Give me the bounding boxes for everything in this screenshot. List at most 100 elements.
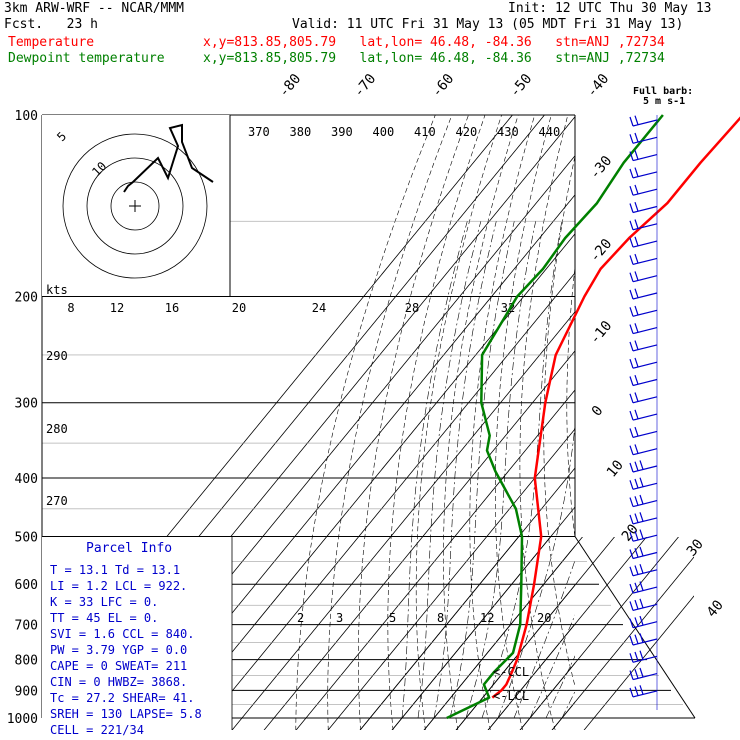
dry-adiabat: [730, 115, 740, 731]
dry-adiabat: [495, 115, 552, 730]
wind-barb: [629, 477, 658, 490]
theta-label-410: 410: [414, 125, 436, 139]
parcel-info-row: K = 33 LFC = 0.: [50, 595, 158, 609]
moist-adiabat: [433, 221, 497, 719]
isotherm: [551, 701, 575, 730]
isotherm: [167, 233, 575, 730]
dry-adiabat: [543, 154, 575, 688]
moist-adiabat: [545, 655, 575, 719]
isotherm: [263, 350, 575, 730]
wind-barb: [629, 167, 658, 179]
theta-label-380: 380: [290, 125, 312, 139]
theta-label-390: 390: [331, 125, 353, 139]
isotherm-label--80: -80: [276, 71, 305, 101]
isotherm-label-30: 30: [684, 536, 707, 559]
dry-adiabat: [443, 115, 519, 730]
parcel-info-row: CAPE = 0 SWEAT= 211: [50, 659, 187, 673]
mixing-ratio-label-3: 3: [336, 611, 343, 625]
barb-legend-units: 5 m s-1: [643, 96, 685, 107]
barb-legend-title: Full barb:: [633, 86, 693, 97]
dry-adiabat: [692, 115, 740, 731]
pressure-label-800: 800: [15, 654, 38, 669]
parcel-info-row: T = 13.1 Td = 13.1: [50, 563, 180, 577]
pressure-label-900: 900: [15, 684, 38, 699]
hodograph-units: kts: [46, 283, 68, 297]
parcel-info-title: Parcel Info: [86, 541, 172, 556]
wind-barb: [629, 598, 658, 611]
wind-barb: [629, 581, 658, 594]
isotherm: [231, 311, 575, 730]
wind-barb: [629, 253, 658, 265]
wind-barb: [629, 546, 658, 560]
wind-barbs: [629, 115, 658, 710]
model-title: 3km ARW-WRF -- NCAR/MMM: [4, 1, 185, 16]
isotherm-label-10: 10: [604, 457, 627, 480]
pressure-label-400: 400: [15, 472, 38, 487]
wind-barb: [629, 685, 658, 698]
isotherm-extension: [423, 537, 583, 730]
dry-adiabat: [358, 115, 469, 730]
wind-barb: [629, 615, 658, 629]
dry-adiabat: [415, 115, 502, 730]
wind-barb: [629, 357, 658, 369]
pressure-label-200: 200: [15, 291, 38, 306]
wind-barb: [629, 132, 658, 144]
temperature-profile: [491, 116, 740, 699]
parcel-info-row: Tc = 27.2 SHEAR= 41.: [50, 691, 195, 705]
wind-barb: [629, 392, 658, 404]
parcel-panel-background: [42, 537, 232, 730]
wind-barb: [629, 409, 658, 421]
hodograph-trace: [123, 123, 214, 193]
parcel-info-row: TT = 45 EL = 0.: [50, 611, 158, 625]
isotherm-extension: [487, 537, 647, 730]
mixing-ratio-label-12: 12: [480, 611, 494, 625]
hodograph-x-label-24: 24: [312, 301, 326, 315]
isotherm-label-0: 0: [589, 403, 607, 420]
parcel-info-panel: Parcel Info T = 13.1 Td = 13.1 LI = 1.2 LC…: [42, 537, 233, 737]
mixing-ratio-label-20: 20: [537, 611, 551, 625]
theta-label-440: 440: [539, 125, 561, 139]
isotherm-label--50: -50: [507, 71, 536, 101]
pressure-label-500: 500: [15, 530, 38, 545]
parcel-info-row: SREH = 130 LAPSE= 5.8: [50, 707, 202, 721]
hodograph-ring: [62, 133, 208, 279]
isotherm-label-40: 40: [704, 597, 727, 620]
isotherm: [391, 506, 575, 730]
isotherm: [327, 428, 575, 730]
wind-barb: [629, 271, 658, 283]
wind-barb: [629, 512, 658, 525]
isotherm: [487, 623, 575, 730]
wind-barb: [629, 564, 658, 577]
lcl-annotation: <-LCL: [493, 689, 529, 703]
hodograph-x-label-20: 20: [232, 301, 246, 315]
moist-adiabat: [465, 221, 536, 719]
theta-label-370: 370: [248, 125, 270, 139]
wind-barb: [629, 288, 658, 300]
wind-barb: [629, 219, 658, 231]
theta-label-430: 430: [497, 125, 519, 139]
dewpoint-profile: [446, 114, 664, 720]
moist-adiabat: [449, 221, 515, 719]
wind-barb: [629, 150, 658, 162]
wind-barb: [629, 426, 658, 438]
moist-adiabat: [561, 690, 575, 719]
isotherm-extension: [519, 537, 679, 730]
dry-adiabat: [327, 115, 453, 730]
temperature-location: x,y=813.85,805.79 lat,lon= 46.48, -84.36…: [203, 35, 665, 50]
adiabat-label-280: 280: [46, 422, 68, 436]
wind-barb: [629, 184, 658, 196]
temperature-legend: Temperature: [8, 35, 95, 50]
wind-barb: [629, 650, 658, 663]
dry-adiabat: [589, 115, 652, 731]
parcel-info-row: SVI = 1.6 CCL = 840.: [50, 627, 195, 641]
isotherm: [295, 389, 575, 730]
dry-adiabat: [653, 115, 740, 731]
isotherm-label--70: -70: [351, 71, 380, 101]
moist-adiabat: [497, 422, 575, 719]
hodograph-x-label-12: 12: [110, 301, 124, 315]
dry-adiabat: [387, 115, 486, 730]
pressure-label-100: 100: [15, 109, 38, 124]
forecast-hour: Fcst. 23 h: [4, 17, 98, 32]
hodograph-x-label-28: 28: [405, 301, 419, 315]
